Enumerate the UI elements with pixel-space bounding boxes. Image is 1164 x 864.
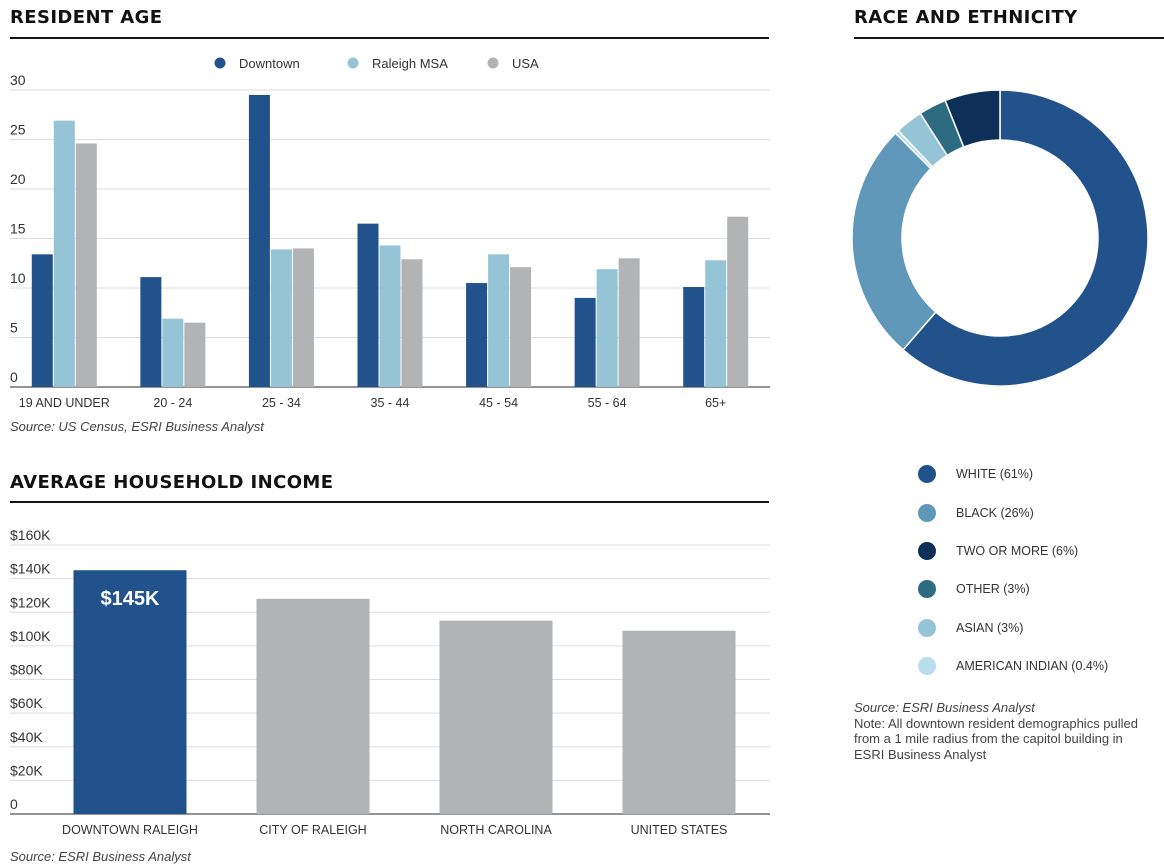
bar-usa bbox=[184, 322, 206, 387]
race-title: RACE AND ETHNICITY bbox=[854, 7, 1078, 28]
bar-raleigh-msa bbox=[596, 269, 618, 387]
bar-downtown bbox=[683, 287, 705, 387]
y-tick-label: $60K bbox=[10, 695, 43, 711]
bar-raleigh-msa bbox=[488, 254, 510, 387]
y-tick-label: $20K bbox=[10, 762, 43, 778]
y-tick-label: 0 bbox=[10, 796, 18, 812]
x-tick-label: DOWNTOWN RALEIGH bbox=[62, 823, 198, 837]
bar-usa bbox=[510, 267, 532, 387]
y-tick-label: 15 bbox=[10, 221, 26, 237]
race-donut-chart bbox=[851, 89, 1149, 387]
legend-label: BLACK (26%) bbox=[956, 505, 1034, 520]
legend-label: OTHER (3%) bbox=[956, 582, 1030, 597]
legend-label: WHITE (61%) bbox=[956, 467, 1034, 482]
bar-raleigh-msa bbox=[162, 318, 184, 387]
race-legend-item: ASIAN (3%) bbox=[918, 609, 1108, 647]
household-income-rule bbox=[10, 501, 769, 503]
x-tick-label: 25 - 34 bbox=[262, 396, 301, 410]
legend-label: TWO OR MORE (6%) bbox=[956, 543, 1079, 558]
y-tick-label: 10 bbox=[10, 270, 26, 286]
race-legend-item: TWO OR MORE (6%) bbox=[918, 532, 1108, 570]
donut-slice-black bbox=[851, 132, 937, 351]
x-tick-label: CITY OF RALEIGH bbox=[259, 823, 366, 837]
y-tick-label: $120K bbox=[10, 594, 51, 610]
race-legend-item: WHITE (61%) bbox=[918, 455, 1108, 493]
race-source: Source: ESRI Business Analyst bbox=[854, 700, 1035, 715]
donut-slice-two-or-more bbox=[944, 89, 1001, 148]
race-legend-item: BLACK (26%) bbox=[918, 493, 1108, 531]
bar-usa bbox=[75, 143, 97, 387]
bar-city-of-raleigh bbox=[256, 598, 370, 814]
legend-label: Downtown bbox=[239, 56, 300, 71]
legend-marker bbox=[918, 503, 936, 522]
bar-downtown bbox=[574, 297, 596, 387]
race-legend: WHITE (61%) BLACK (26%) TWO OR MORE (6%) OT… bbox=[918, 455, 1108, 685]
resident-age-title: RESIDENT AGE bbox=[10, 7, 163, 28]
legend-marker bbox=[918, 580, 936, 599]
x-tick-label: 55 - 64 bbox=[588, 396, 627, 410]
x-tick-label: 45 - 54 bbox=[479, 396, 518, 410]
bar-downtown bbox=[466, 283, 488, 387]
y-tick-label: 0 bbox=[10, 369, 18, 385]
x-tick-label: 20 - 24 bbox=[153, 396, 192, 410]
legend-marker bbox=[214, 57, 226, 69]
race-legend-item: OTHER (3%) bbox=[918, 570, 1108, 608]
legend-marker bbox=[918, 541, 936, 560]
bar-downtown bbox=[140, 277, 162, 387]
bar-value-label: $145K bbox=[101, 588, 160, 610]
legend-label: AMERICAN INDIAN (0.4%) bbox=[956, 659, 1109, 674]
bar-north-carolina bbox=[439, 620, 553, 814]
y-tick-label: 30 bbox=[10, 72, 26, 88]
bar-usa bbox=[401, 259, 423, 387]
y-tick-label: $100K bbox=[10, 628, 51, 644]
bar-usa bbox=[292, 248, 314, 387]
legend-marker bbox=[918, 465, 936, 484]
y-tick-label: $140K bbox=[10, 561, 51, 577]
bar-raleigh-msa bbox=[379, 245, 401, 387]
y-tick-label: $80K bbox=[10, 662, 43, 678]
legend-label: USA bbox=[512, 56, 539, 71]
race-legend-item: AMERICAN INDIAN (0.4%) bbox=[918, 647, 1108, 685]
legend-label: ASIAN (3%) bbox=[956, 620, 1024, 635]
x-tick-label: 35 - 44 bbox=[371, 396, 410, 410]
bar-united-states bbox=[622, 630, 736, 814]
resident-age-rule bbox=[10, 37, 769, 39]
x-tick-label: UNITED STATES bbox=[631, 823, 728, 837]
legend-marker bbox=[918, 657, 936, 676]
race-note: Note: All downtown resident demographics… bbox=[854, 715, 1139, 762]
resident-age-chart: 0 5 10 15 20 25 30 19 AND UNDER 20 - 24 25 - 34 35… bbox=[10, 56, 770, 410]
household-income-chart: 0 $20K $40K $60K $80K $100K $120K $140K $160K DOW… bbox=[10, 527, 770, 837]
y-tick-label: $160K bbox=[10, 527, 51, 543]
bar-downtown bbox=[31, 254, 53, 387]
household-income-title: AVERAGE HOUSEHOLD INCOME bbox=[10, 472, 334, 493]
x-tick-label: 19 AND UNDER bbox=[19, 396, 110, 410]
y-tick-label: $40K bbox=[10, 729, 43, 745]
bar-raleigh-msa bbox=[53, 120, 75, 387]
y-tick-label: 20 bbox=[10, 171, 26, 187]
donut-slice-white bbox=[901, 89, 1149, 387]
x-tick-label: 65+ bbox=[705, 396, 726, 410]
bar-raleigh-msa bbox=[270, 249, 292, 387]
legend-label: Raleigh MSA bbox=[372, 56, 448, 71]
bar-usa bbox=[618, 258, 640, 387]
resident-age-source: Source: US Census, ESRI Business Analyst bbox=[10, 419, 264, 434]
race-note-block: Source: ESRI Business Analyst Note: All … bbox=[854, 700, 1154, 762]
y-tick-label: 25 bbox=[10, 122, 26, 138]
bar-raleigh-msa bbox=[705, 260, 727, 387]
household-income-source: Source: ESRI Business Analyst bbox=[10, 849, 191, 864]
x-tick-label: NORTH CAROLINA bbox=[440, 823, 552, 837]
bar-downtown bbox=[357, 223, 379, 387]
y-tick-label: 5 bbox=[10, 320, 18, 336]
legend-marker bbox=[918, 618, 936, 637]
race-rule bbox=[854, 37, 1164, 39]
legend-marker bbox=[487, 57, 499, 69]
legend-marker bbox=[347, 57, 359, 69]
bar-usa bbox=[727, 216, 749, 387]
bar-downtown bbox=[248, 94, 270, 387]
bar-downtown-raleigh bbox=[73, 570, 187, 814]
